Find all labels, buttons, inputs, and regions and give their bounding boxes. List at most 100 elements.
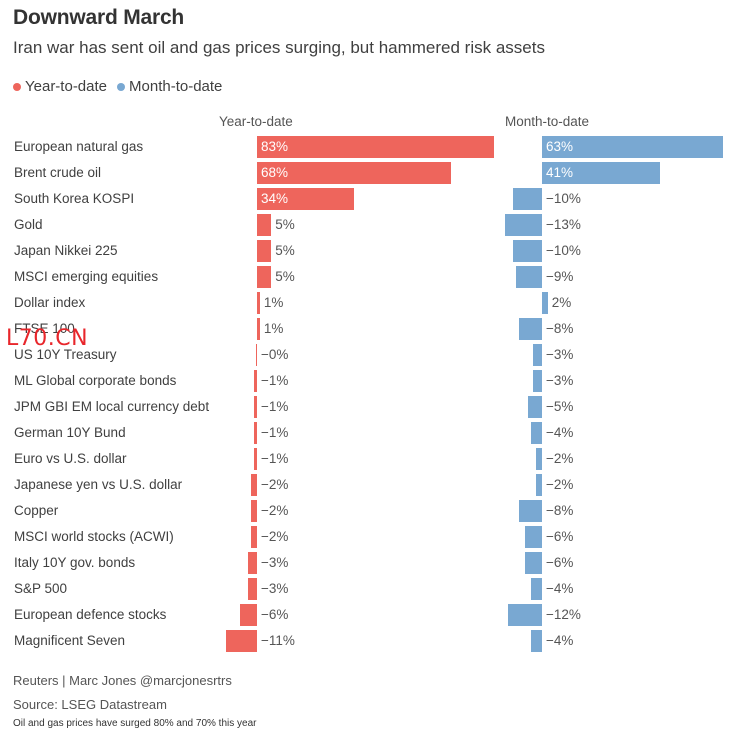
bar-ytd <box>248 552 257 574</box>
bar-ytd <box>251 526 257 548</box>
value-label-ytd: −2% <box>261 477 289 492</box>
value-label-mtd: 2% <box>551 295 572 310</box>
bar-mtd <box>516 266 542 288</box>
bar-ytd <box>254 422 257 444</box>
value-label-mtd: −4% <box>546 425 574 440</box>
bar-ytd <box>257 214 272 236</box>
watermark: L70.CN <box>6 326 89 351</box>
category-label: MSCI emerging equities <box>14 269 159 284</box>
category-label: MSCI world stocks (ACWI) <box>14 529 174 544</box>
bar-mtd <box>542 162 660 184</box>
bar-mtd <box>542 292 548 314</box>
legend-item-ytd: Year-to-date <box>13 78 107 95</box>
category-label: European natural gas <box>14 139 144 154</box>
bar-mtd <box>536 474 542 496</box>
bar-mtd <box>507 604 542 626</box>
category-label: Magnificent Seven <box>14 633 126 648</box>
value-label-ytd: 5% <box>275 217 295 232</box>
value-label-ytd: 68% <box>261 165 289 180</box>
bar-ytd <box>248 578 257 600</box>
bar-mtd <box>530 630 542 652</box>
value-label-mtd: −9% <box>546 269 574 284</box>
category-label: South Korea KOSPI <box>14 191 135 206</box>
category-label: Copper <box>14 503 59 518</box>
bar-mtd <box>519 500 542 522</box>
value-label-ytd: −2% <box>261 529 289 544</box>
value-label-ytd: 83% <box>261 139 289 154</box>
value-label-mtd: −3% <box>546 347 574 362</box>
bar-mtd <box>524 552 542 574</box>
bar-ytd <box>256 344 257 366</box>
category-label: Euro vs U.S. dollar <box>14 451 127 466</box>
value-label-mtd: −8% <box>546 321 574 336</box>
bar-ytd <box>254 396 257 418</box>
value-label-ytd: −6% <box>261 607 289 622</box>
bar-mtd <box>504 214 542 236</box>
legend-label-ytd: Year-to-date <box>25 78 108 95</box>
bar-ytd <box>257 266 272 288</box>
value-label-ytd: −1% <box>261 425 289 440</box>
bar-mtd <box>542 136 723 158</box>
value-label-mtd: −10% <box>546 191 581 206</box>
value-label-ytd: 5% <box>275 269 295 284</box>
value-label-mtd: −12% <box>546 607 581 622</box>
value-label-mtd: −3% <box>546 373 574 388</box>
bar-ytd <box>257 188 355 210</box>
value-label-ytd: −2% <box>261 503 289 518</box>
column-header-mtd: Month-to-date <box>505 114 590 129</box>
category-label: Gold <box>14 217 43 232</box>
value-label-mtd: −5% <box>546 399 574 414</box>
bar-ytd <box>251 474 257 496</box>
bar-mtd <box>519 318 542 340</box>
legend-item-mtd: Month-to-date <box>117 78 222 95</box>
bar-ytd <box>254 448 257 470</box>
category-label: German 10Y Bund <box>14 425 126 440</box>
value-label-mtd: −2% <box>546 477 574 492</box>
bar-mtd <box>530 422 542 444</box>
bar-mtd <box>533 370 542 392</box>
category-label: Dollar index <box>14 295 86 310</box>
value-label-mtd: 41% <box>546 165 574 180</box>
chart-title: Downward March <box>13 6 185 29</box>
bar-ytd <box>257 240 272 262</box>
value-label-mtd: −13% <box>546 217 581 232</box>
legend-swatch-mtd <box>117 82 126 91</box>
value-label-ytd: −0% <box>261 347 289 362</box>
value-label-ytd: 1% <box>263 321 284 336</box>
value-label-ytd: 5% <box>275 243 295 258</box>
bar-mtd <box>527 396 542 418</box>
column-header-ytd: Year-to-date <box>219 114 293 129</box>
legend-label-mtd: Month-to-date <box>129 78 223 95</box>
value-label-mtd: 63% <box>546 139 574 154</box>
footer-credit: Reuters | Marc Jones @marcjonesrtrs <box>13 673 232 688</box>
value-label-ytd: 1% <box>263 295 284 310</box>
value-label-mtd: −6% <box>546 555 574 570</box>
bar-ytd <box>257 136 494 158</box>
category-label: Brent crude oil <box>14 165 102 180</box>
value-label-mtd: −10% <box>546 243 581 258</box>
category-label: FTSE 100 <box>14 321 75 336</box>
value-label-mtd: −2% <box>546 451 574 466</box>
bar-mtd <box>536 448 542 470</box>
category-label: Japanese yen vs U.S. dollar <box>14 477 183 492</box>
value-label-ytd: 34% <box>261 191 289 206</box>
value-label-ytd: −1% <box>261 451 289 466</box>
category-label: European defence stocks <box>14 607 167 622</box>
value-label-ytd: −11% <box>261 633 295 648</box>
bar-mtd <box>524 526 542 548</box>
value-label-ytd: −3% <box>261 581 289 596</box>
chart-subtitle: Iran war has sent oil and gas prices sur… <box>13 38 545 57</box>
bar-mtd <box>530 578 542 600</box>
value-label-ytd: −1% <box>261 373 289 388</box>
category-label: Italy 10Y gov. bonds <box>14 555 136 570</box>
bar-ytd <box>257 292 260 314</box>
category-label: Japan Nikkei 225 <box>14 243 118 258</box>
value-label-ytd: −3% <box>261 555 289 570</box>
legend-swatch-ytd <box>13 82 21 91</box>
value-label-mtd: −8% <box>546 503 574 518</box>
bar-ytd <box>225 630 257 652</box>
footer-source: Source: LSEG Datastream <box>13 697 167 712</box>
category-label: JPM GBI EM local currency debt <box>14 399 210 414</box>
value-label-ytd: −1% <box>261 399 289 414</box>
category-label: S&P 500 <box>14 581 68 596</box>
